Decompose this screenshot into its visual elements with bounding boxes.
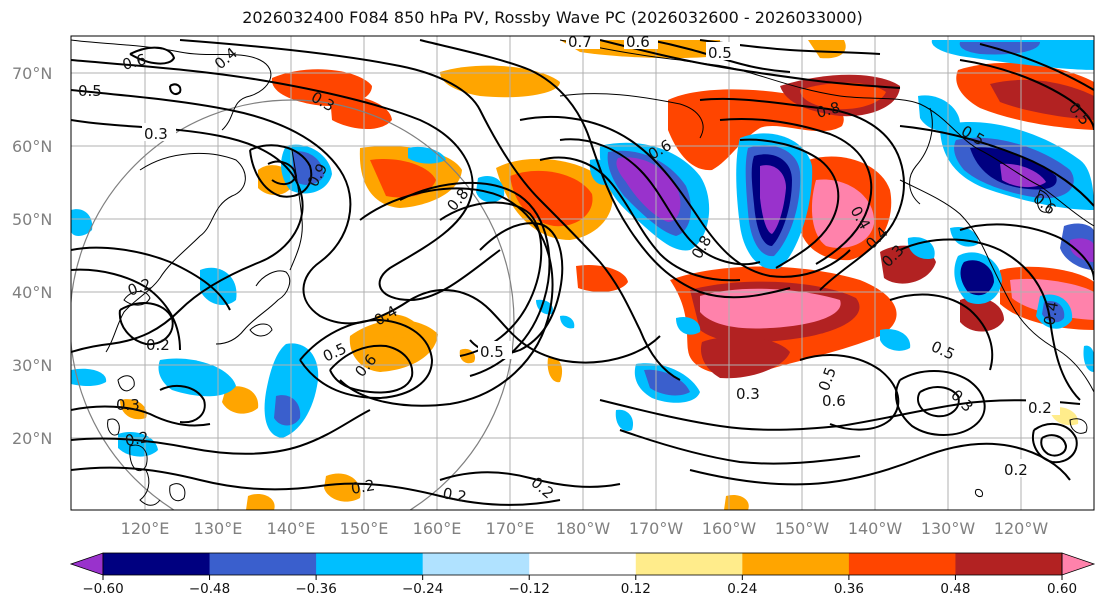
colorbar-tick-label: −0.12	[509, 581, 550, 597]
lon-label: 160°E	[413, 519, 462, 538]
contour-label: 0.5	[78, 82, 102, 100]
colorbar-segment	[422, 553, 530, 575]
lon-label: 120°W	[994, 519, 1049, 538]
contour-label: 0.8	[814, 98, 842, 122]
colorbar-segment	[635, 553, 743, 575]
colorbar-tick-label: −0.36	[295, 581, 336, 597]
lon-label: 120°E	[121, 519, 170, 538]
contour-label: 0.3	[736, 385, 760, 403]
pv-contours	[71, 39, 1094, 506]
contour-label: 0.3	[116, 396, 140, 414]
contour-label: 0.5	[708, 44, 732, 62]
colorbar-tick-label: 0.36	[834, 581, 864, 597]
map-frame	[70, 35, 1095, 511]
contour-label: 0.2	[1028, 399, 1052, 417]
colorbar-segment	[848, 553, 956, 575]
lon-label: 140°E	[267, 519, 316, 538]
latitude-labels: 70°N 60°N 50°N 40°N 30°N 20°N	[12, 64, 52, 448]
lat-label: 30°N	[12, 356, 52, 375]
lon-label: 140°W	[848, 519, 903, 538]
longitude-labels: 120°E 130°E 140°E 150°E 160°E 170°E 180°…	[121, 519, 1049, 538]
lat-label: 60°N	[12, 137, 52, 156]
lon-label: 150°W	[775, 519, 830, 538]
colorbar-segment	[316, 553, 424, 575]
contour-label: 0.2	[146, 336, 170, 354]
colorbar-tick-label: 0.48	[940, 581, 970, 597]
colorbar: −0.60 −0.48 −0.36 −0.24 −0.12 0.12 0.24 0.36 0.4…	[69, 552, 1096, 597]
lat-label: 40°N	[12, 283, 52, 302]
colorbar-tick-label: −0.60	[82, 581, 123, 597]
contour-label: 0.7	[568, 33, 592, 51]
contour-label: 0.4	[1040, 300, 1062, 327]
lon-label: 170°W	[629, 519, 684, 538]
colorbar-segment	[103, 553, 211, 575]
contour-label: 0.3	[144, 125, 168, 143]
contour-label: 0.6	[120, 50, 148, 74]
contour-label: 0.6	[626, 33, 650, 51]
contour-label: 0.6	[822, 392, 846, 410]
colorbar-tick-label: 0.12	[621, 581, 651, 597]
colorbar-frame	[102, 552, 1063, 576]
contour-label: 0.2	[350, 476, 377, 498]
colorbar-extend-low	[69, 552, 104, 576]
range-circle	[71, 99, 515, 510]
lon-label: 160°W	[702, 519, 757, 538]
lon-label: 150°E	[340, 519, 389, 538]
map-area: 0.7 0.6 0.5 0.6 0.5 0.3 0.3 0.8 0.6 0.8 …	[71, 33, 1094, 510]
graticule	[71, 36, 1094, 510]
contour-label: 0.2	[124, 428, 151, 450]
colorbar-tick-label: −0.24	[402, 581, 443, 597]
lon-label: 130°E	[194, 519, 243, 538]
colorbar-tick-label: 0.60	[1047, 581, 1077, 597]
colorbar-segment	[742, 553, 850, 575]
contour-label: 0.2	[441, 484, 468, 506]
colorbar-segment	[209, 553, 317, 575]
lat-label: 50°N	[12, 210, 52, 229]
colorbar-tick-label: 0.24	[727, 581, 757, 597]
lat-label: 20°N	[12, 429, 52, 448]
lon-label: 180°W	[556, 519, 611, 538]
contour-label: 0.2	[1004, 461, 1028, 479]
colorbar-segment	[955, 553, 1063, 575]
lon-label: 170°E	[486, 519, 535, 538]
lon-label: 130°W	[921, 519, 976, 538]
lat-label: 70°N	[12, 64, 52, 83]
map-title: 2026032400 F084 850 hPa PV, Rossby Wave …	[242, 8, 863, 27]
contour-label: 0.5	[480, 343, 504, 361]
colorbar-segment	[529, 553, 637, 575]
colorbar-tick-label: −0.48	[189, 581, 230, 597]
coastlines	[71, 39, 1094, 506]
colorbar-extend-high	[1061, 552, 1096, 576]
